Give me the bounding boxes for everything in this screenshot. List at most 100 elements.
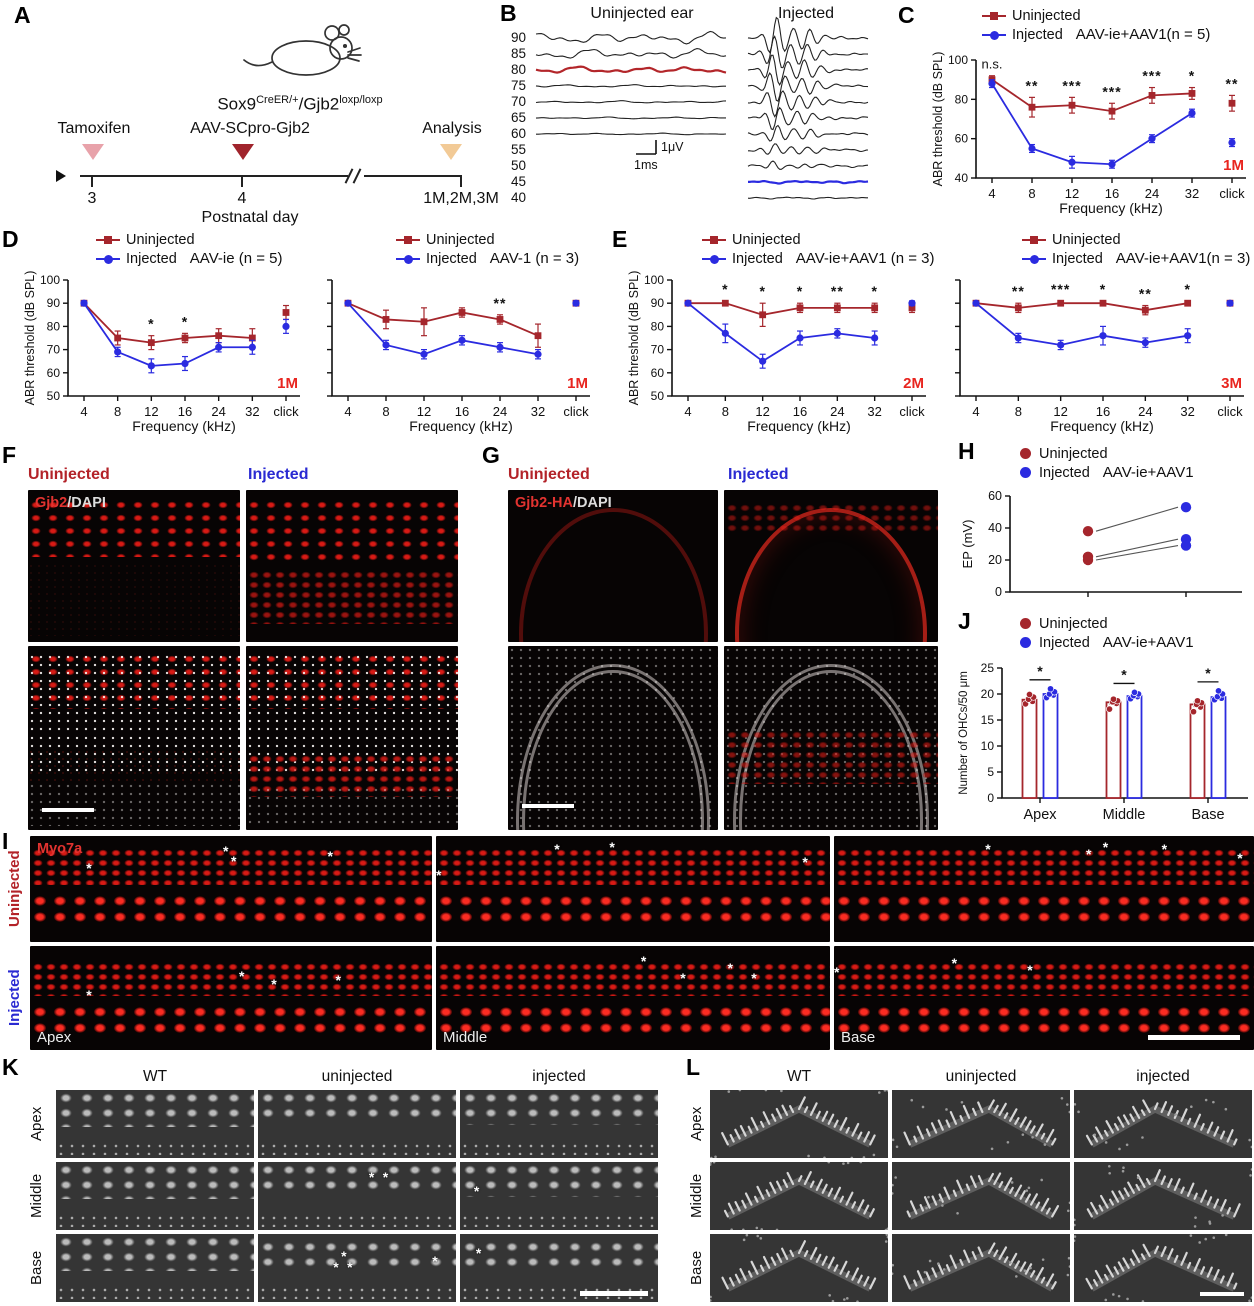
legend-injected: Injected: [732, 250, 783, 267]
svg-text:70: 70: [651, 343, 665, 357]
k-base-injected-image: *: [460, 1234, 658, 1302]
svg-text:Frequency (kHz): Frequency (kHz): [132, 418, 235, 434]
injected-marker-icon: [1022, 253, 1046, 265]
svg-text:click: click: [273, 404, 299, 419]
uninjected-marker-icon: [396, 234, 420, 246]
chart-d2-plot: 4 8 12 16 24 32 click Frequency (kHz) ** 1M: [327, 279, 590, 434]
timeline-day-4: 4: [237, 190, 247, 207]
svg-text:click: click: [1217, 404, 1243, 419]
svg-text:100: 100: [40, 273, 60, 287]
svg-text:50: 50: [651, 389, 665, 403]
asterisk-mark: *: [432, 1253, 438, 1270]
svg-text:32: 32: [245, 404, 259, 419]
panel-j-label: J: [958, 608, 971, 634]
scale-bar: [522, 804, 574, 808]
g-uninjected-merge-image: [508, 646, 718, 830]
svg-text:60: 60: [955, 132, 969, 146]
svg-text:15: 15: [981, 713, 995, 727]
panel-e-label: E: [612, 226, 628, 252]
svg-text:70: 70: [511, 94, 526, 109]
chart-j-title: AAV-ie+AAV1: [1102, 634, 1194, 651]
svg-text:32: 32: [867, 404, 881, 419]
svg-text:1M: 1M: [1223, 157, 1244, 174]
legend-uninjected: Uninjected: [1039, 445, 1108, 462]
svg-text:12: 12: [417, 404, 431, 419]
fluorescence-band: [246, 499, 458, 563]
svg-text:24: 24: [211, 404, 225, 419]
svg-text:Base: Base: [1191, 807, 1224, 823]
chart-h-legend: Uninjected Injected AAV-ie+AAV1: [1020, 444, 1194, 482]
svg-text:*: *: [1205, 665, 1211, 681]
svg-text:5: 5: [987, 765, 994, 779]
svg-text:ABR threshold (dB SPL): ABR threshold (dB SPL): [23, 271, 37, 406]
f-uninjected-gjb2-image: Gjb2/DAPI: [28, 490, 240, 642]
g-uninjected-gjb2ha-image: Gjb2-HA/DAPI: [508, 490, 718, 642]
svg-text:Frequency (kHz): Frequency (kHz): [1059, 200, 1162, 216]
uninjected-marker-icon: [702, 234, 726, 246]
l-middle-injected-image: [1074, 1162, 1252, 1230]
svg-text:40: 40: [511, 190, 526, 205]
asterisk-mark: *: [834, 963, 840, 980]
svg-text:4: 4: [344, 404, 351, 419]
svg-text:Frequency (kHz): Frequency (kHz): [1050, 418, 1153, 434]
stain-red-label: Gjb2: [35, 495, 68, 511]
svg-text:4: 4: [988, 186, 995, 201]
asterisk-mark: *: [86, 986, 92, 1003]
svg-text:12: 12: [144, 404, 158, 419]
svg-text:100: 100: [948, 53, 968, 67]
stain-white-label: /DAPI: [67, 495, 106, 511]
g-col-injected: Injected: [728, 466, 789, 483]
l-row-apex: Apex: [688, 1106, 705, 1142]
panel-a-label: A: [14, 2, 31, 28]
timeline-arrowhead-icon: [56, 170, 66, 182]
svg-text:*: *: [759, 283, 765, 299]
asterisk-mark: *: [751, 969, 757, 986]
cochlea-duct-outline: [518, 508, 708, 642]
position-label: Middle: [443, 1029, 488, 1046]
g-injected-merge-image: [724, 646, 938, 830]
stain-white-label: /DAPI: [573, 495, 612, 511]
l-row-base: Base: [688, 1250, 705, 1286]
genotype-gene2: /Gjb2: [298, 94, 340, 114]
i-uninjected-apex-image: Myo7a * * * *: [30, 836, 432, 942]
asterisk-mark: *: [727, 959, 733, 976]
svg-text:*: *: [148, 316, 154, 332]
l-base-uninjected-image: [892, 1234, 1070, 1302]
svg-text:55: 55: [511, 142, 526, 157]
legend-uninjected: Uninjected: [126, 231, 195, 248]
i-injected-base-image: Base * * *: [834, 946, 1254, 1050]
i-injected-middle-image: Middle * * * *: [436, 946, 830, 1050]
asterisk-mark: *: [985, 841, 991, 858]
ihc-band: [436, 1004, 830, 1036]
l-col-injected: injected: [1136, 1068, 1190, 1085]
injected-marker-icon: [982, 29, 1006, 41]
legend-uninjected: Uninjected: [732, 231, 801, 248]
fluorescence-band: [246, 752, 458, 797]
svg-text:60: 60: [511, 126, 526, 141]
scale-bar: [580, 1291, 648, 1296]
asterisk-mark: *: [1086, 845, 1092, 862]
svg-text:*: *: [797, 283, 803, 299]
svg-text:0: 0: [987, 791, 994, 805]
ohc-band: [436, 846, 830, 885]
timeline-segment: [364, 175, 462, 177]
panel-g-label: G: [482, 442, 500, 468]
l-row-middle: Middle: [688, 1173, 705, 1219]
g-injected-gjb2ha-image: [724, 490, 938, 642]
svg-text:***: ***: [1142, 68, 1161, 84]
svg-text:ABR threshold (dB SPL): ABR threshold (dB SPL): [931, 52, 945, 187]
asterisk-mark: *: [368, 1169, 375, 1186]
mouse-genotype: Sox9CreER/+/Gjb2loxp/loxp: [120, 94, 480, 115]
svg-text:16: 16: [1105, 186, 1119, 201]
uninjected-dot-icon: [1020, 618, 1031, 629]
svg-text:4: 4: [80, 404, 87, 419]
l-middle-uninjected-image: [892, 1162, 1070, 1230]
asterisk-mark: *: [1237, 849, 1243, 866]
svg-text:40: 40: [988, 521, 1002, 535]
svg-text:24: 24: [493, 404, 507, 419]
dapi-band: [508, 646, 718, 830]
k-col-uninjected: uninjected: [321, 1068, 393, 1085]
ihc-band: [436, 893, 830, 928]
svg-text:20: 20: [981, 687, 995, 701]
svg-text:*: *: [182, 313, 188, 329]
